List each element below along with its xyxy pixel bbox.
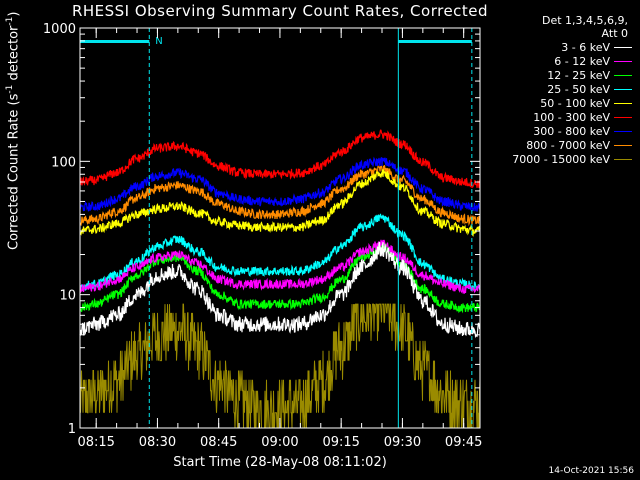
- x-tick-label: 09:45: [445, 435, 482, 450]
- series-7000-15000-kev-line: [79, 303, 481, 429]
- series-100-300-kev-line: [79, 129, 481, 189]
- legend-entry-label: 50 - 100 keV: [540, 96, 610, 110]
- x-tick-label: 09:00: [261, 435, 298, 450]
- y-tick-label: 100: [51, 155, 76, 170]
- legend-entry-swatch: [614, 102, 632, 104]
- legend-entry: 25 - 50 keV: [472, 82, 632, 96]
- series-50-100-kev-line: [79, 169, 481, 237]
- legend-entry-swatch: [614, 130, 632, 132]
- y-axis-label: Corrected Count Rate (s-1 detector-1): [5, 12, 21, 250]
- legend-entry-label: 6 - 12 keV: [554, 54, 610, 68]
- timestamp: 14-Oct-2021 15:56: [548, 466, 634, 476]
- legend-entry-swatch: [614, 74, 632, 76]
- legend-entry-swatch: [614, 88, 632, 90]
- saa-interval-bar: [80, 40, 150, 43]
- legend-entry-label: 7000 - 15000 keV: [512, 152, 610, 166]
- legend-rows: 3 - 6 keV 6 - 12 keV 12 - 25 keV 25 - 50 ke…: [472, 40, 632, 166]
- y-tick-label: 10: [59, 289, 76, 304]
- legend-entry-swatch: [614, 46, 632, 48]
- y-tick-label: 1000: [43, 22, 76, 37]
- y-axis-label-sup: -1: [5, 84, 15, 94]
- x-tick-label: 08:45: [200, 435, 237, 450]
- legend-entry-label: 800 - 7000 keV: [526, 138, 610, 152]
- x-tick-label: 09:15: [322, 435, 359, 450]
- night-flag-label: N: [155, 36, 162, 47]
- legend-entry: 12 - 25 keV: [472, 68, 632, 82]
- series-800-7000-kev-line: [79, 163, 481, 227]
- legend-entry-label: 25 - 50 keV: [547, 82, 610, 96]
- legend-entry-swatch: [614, 116, 632, 118]
- legend-entry-label: 300 - 800 keV: [533, 124, 610, 138]
- series-300-800-kev-line: [79, 156, 481, 212]
- legend-entry-label: 12 - 25 keV: [547, 68, 610, 82]
- legend-entry: 50 - 100 keV: [472, 96, 632, 110]
- x-tick-label: 09:30: [384, 435, 421, 450]
- series-3-6-kev-line: [79, 241, 481, 339]
- y-axis-label-text: Corrected Count Rate (s: [6, 93, 22, 250]
- saa-interval-bar: [398, 40, 472, 43]
- y-axis-label-sup2: -1: [5, 16, 15, 26]
- legend-entry: 100 - 300 keV: [472, 110, 632, 124]
- x-tick-label: 08:30: [139, 435, 176, 450]
- series-6-12-kev-line: [79, 239, 481, 295]
- axes-layer: 1 10 100 1000 08:15 08:30 08:45 09:00 09:15 09:30…: [43, 22, 482, 450]
- x-tick-label: 08:15: [77, 435, 114, 450]
- legend: Det 1,3,4,5,6,9, Att 0 3 - 6 keV 6 - 12 k…: [472, 14, 632, 166]
- y-axis-label-text2: detector: [6, 25, 22, 85]
- legend-entry-label: 100 - 300 keV: [533, 110, 610, 124]
- legend-entry: 3 - 6 keV: [472, 40, 632, 54]
- y-axis-label-end: ): [6, 11, 22, 17]
- series-12-25-kev-line: [79, 242, 481, 314]
- legend-entry-swatch: [614, 60, 632, 62]
- legend-entry: 7000 - 15000 keV: [472, 152, 632, 166]
- overlay-layer: N: [80, 28, 473, 428]
- series-layer: [79, 129, 481, 429]
- legend-header-line-1: Det 1,3,4,5,6,9,: [541, 14, 628, 27]
- legend-entry: 6 - 12 keV: [472, 54, 632, 68]
- y-tick-label: 1: [68, 422, 76, 437]
- x-axis-label: Start Time (28-May-08 08:11:02): [173, 455, 387, 470]
- legend-entry-swatch: [614, 144, 632, 146]
- legend-entry: 800 - 7000 keV: [472, 138, 632, 152]
- series-25-50-kev-line: [79, 213, 481, 292]
- chart-title: RHESSI Observing Summary Count Rates, Co…: [71, 2, 489, 20]
- legend-entry-swatch: [614, 158, 632, 160]
- legend-header-line-2: Att 0: [601, 27, 628, 40]
- legend-entry: 300 - 800 keV: [472, 124, 632, 138]
- legend-entry-label: 3 - 6 keV: [561, 40, 610, 54]
